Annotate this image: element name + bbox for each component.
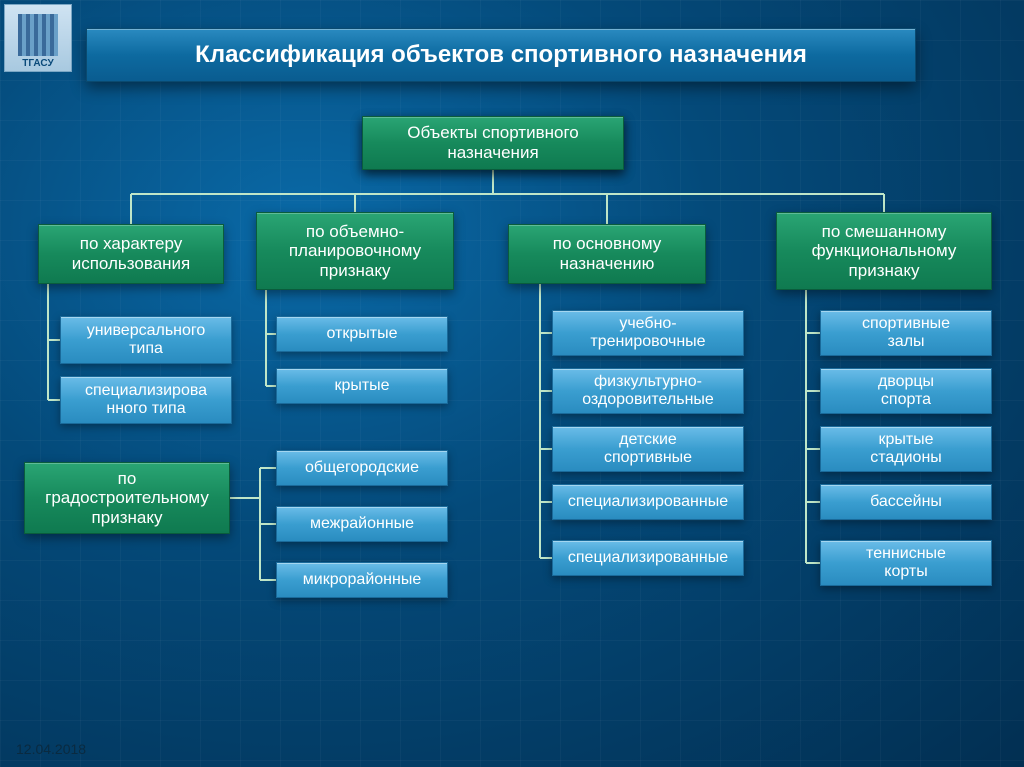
logo-text: ТГАСУ	[22, 58, 53, 69]
branch-b4: по смешанномуфункциональномупризнаку	[776, 212, 992, 290]
leaf-u2: межрайонные	[276, 506, 448, 542]
leaf-b4c3: крытыестадионы	[820, 426, 992, 472]
slide-date: 12.04.2018	[16, 741, 86, 757]
leaf-b1c2: специализированного типа	[60, 376, 232, 424]
leaf-b1c1: универсальноготипа	[60, 316, 232, 364]
leaf-b3c3: детскиеспортивные	[552, 426, 744, 472]
logo: ТГАСУ	[4, 4, 72, 72]
leaf-b2c2: крытые	[276, 368, 448, 404]
leaf-b4c1: спортивныезалы	[820, 310, 992, 356]
leaf-u1: общегородские	[276, 450, 448, 486]
leaf-b3c4: специализированные	[552, 484, 744, 520]
leaf-u3: микрорайонные	[276, 562, 448, 598]
leaf-b2c1: открытые	[276, 316, 448, 352]
leaf-b4c5: теннисныекорты	[820, 540, 992, 586]
page-title-text: Классификация объектов спортивного назна…	[195, 41, 807, 69]
leaf-b3c1: учебно-тренировочные	[552, 310, 744, 356]
leaf-b4c2: дворцыспорта	[820, 368, 992, 414]
leaf-b4c4: бассейны	[820, 484, 992, 520]
leaf-b3c5: специализированные	[552, 540, 744, 576]
branch-urban: поградостроительномупризнаку	[24, 462, 230, 534]
page-title: Классификация объектов спортивного назна…	[86, 28, 916, 82]
leaf-b3c2: физкультурно-оздоровительные	[552, 368, 744, 414]
branch-b2: по объемно-планировочномупризнаку	[256, 212, 454, 290]
root-node: Объекты спортивногоназначения	[362, 116, 624, 170]
branch-b3: по основномуназначению	[508, 224, 706, 284]
logo-building-icon	[18, 14, 58, 56]
branch-b1: по характеруиспользования	[38, 224, 224, 284]
